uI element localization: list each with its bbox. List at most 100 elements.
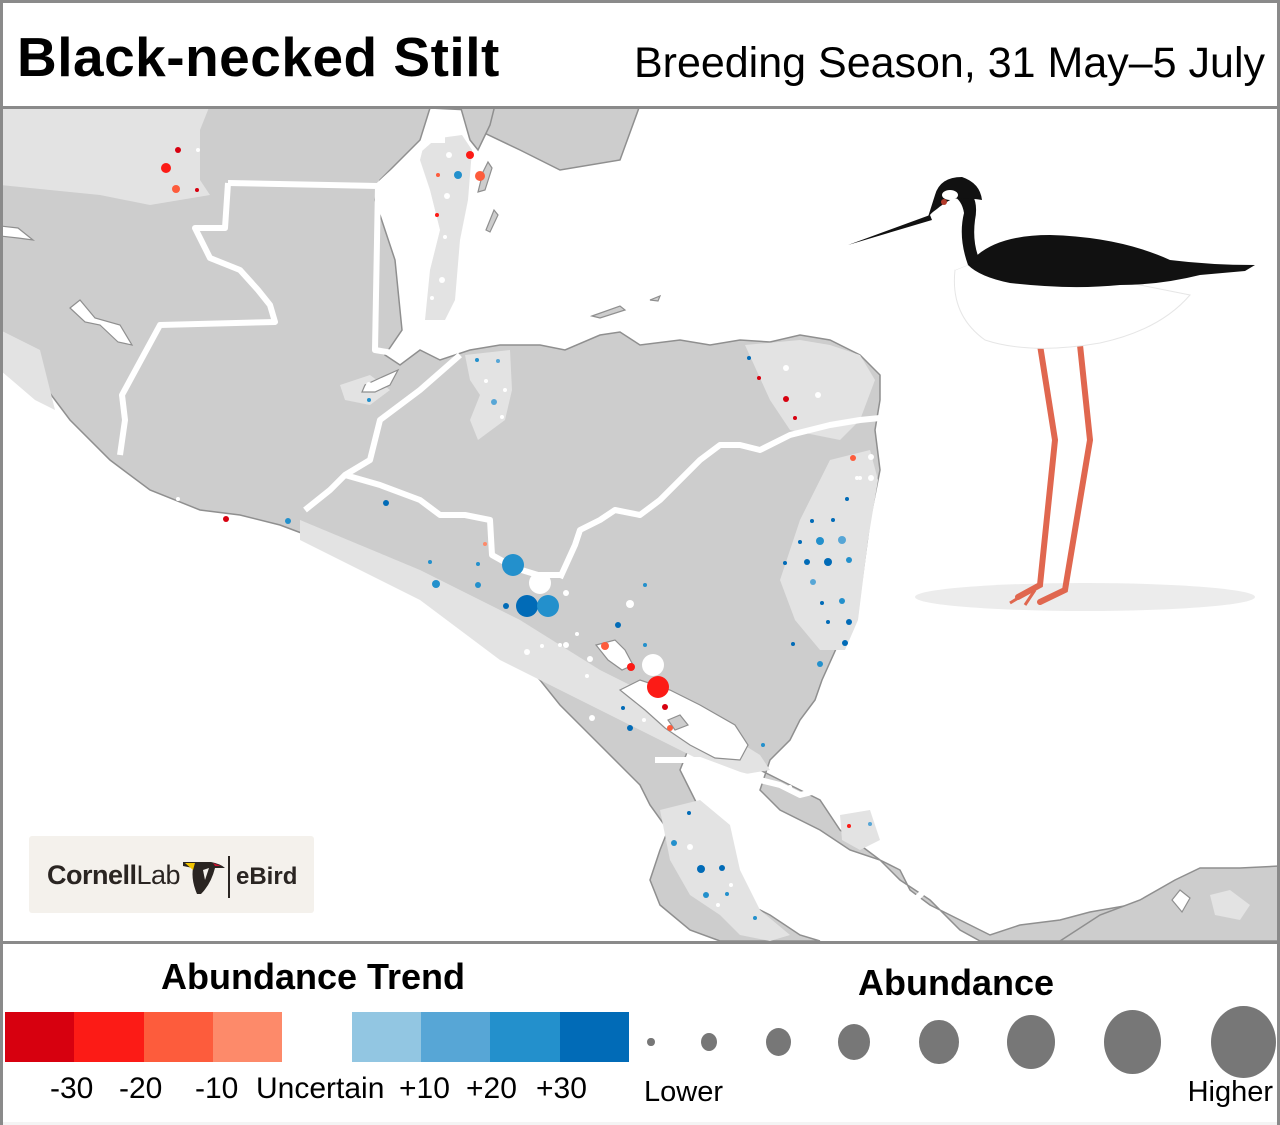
trend-point[interactable]: [810, 519, 814, 523]
uncertain-point[interactable]: [524, 649, 530, 655]
trend-point[interactable]: [537, 595, 559, 617]
uncertain-point[interactable]: [424, 193, 428, 197]
trend-point[interactable]: [432, 580, 440, 588]
trend-point[interactable]: [621, 706, 625, 710]
uncertain-point[interactable]: [868, 454, 874, 460]
trend-point[interactable]: [466, 151, 474, 159]
trend-point[interactable]: [435, 213, 439, 217]
uncertain-point[interactable]: [879, 420, 883, 424]
uncertain-point[interactable]: [858, 476, 862, 480]
trend-point[interactable]: [475, 582, 481, 588]
trend-point[interactable]: [804, 559, 810, 565]
trend-point[interactable]: [719, 865, 725, 871]
uncertain-point[interactable]: [558, 643, 562, 647]
trend-point[interactable]: [502, 554, 524, 576]
trend-point[interactable]: [824, 558, 832, 566]
trend-point[interactable]: [838, 536, 846, 544]
trend-point[interactable]: [783, 561, 787, 565]
uncertain-point[interactable]: [642, 718, 646, 722]
trend-point[interactable]: [195, 188, 199, 192]
trend-point[interactable]: [491, 399, 497, 405]
trend-point[interactable]: [662, 704, 668, 710]
uncertain-point[interactable]: [176, 497, 180, 501]
trend-point[interactable]: [643, 583, 647, 587]
uncertain-point[interactable]: [443, 235, 447, 239]
trend-point[interactable]: [810, 579, 816, 585]
trend-point[interactable]: [436, 173, 440, 177]
uncertain-point[interactable]: [687, 844, 693, 850]
uncertain-point[interactable]: [679, 701, 683, 705]
uncertain-point[interactable]: [575, 632, 579, 636]
trend-point[interactable]: [161, 163, 171, 173]
trend-point[interactable]: [601, 642, 609, 650]
trend-point[interactable]: [868, 822, 872, 826]
trend-point[interactable]: [687, 811, 691, 815]
trend-point[interactable]: [753, 916, 757, 920]
trend-point[interactable]: [223, 516, 229, 522]
trend-point[interactable]: [817, 661, 823, 667]
trend-point[interactable]: [847, 824, 851, 828]
trend-point[interactable]: [842, 640, 848, 646]
uncertain-point[interactable]: [729, 883, 733, 887]
trend-point[interactable]: [627, 725, 633, 731]
trend-point[interactable]: [496, 359, 500, 363]
trend-point[interactable]: [643, 643, 647, 647]
uncertain-point[interactable]: [680, 758, 684, 762]
uncertain-point[interactable]: [444, 193, 450, 199]
trend-point[interactable]: [483, 542, 487, 546]
uncertain-point[interactable]: [815, 392, 821, 398]
uncertain-point[interactable]: [838, 845, 842, 849]
uncertain-point[interactable]: [716, 903, 720, 907]
trend-point[interactable]: [615, 622, 621, 628]
uncertain-point[interactable]: [626, 600, 634, 608]
trend-point[interactable]: [475, 358, 479, 362]
trend-point[interactable]: [383, 500, 389, 506]
uncertain-point[interactable]: [529, 572, 551, 594]
trend-point[interactable]: [725, 892, 729, 896]
trend-point[interactable]: [367, 398, 371, 402]
trend-point[interactable]: [175, 147, 181, 153]
trend-point[interactable]: [757, 376, 761, 380]
trend-point[interactable]: [516, 595, 538, 617]
uncertain-point[interactable]: [868, 475, 874, 481]
uncertain-point[interactable]: [540, 644, 544, 648]
uncertain-point[interactable]: [1084, 806, 1088, 810]
uncertain-point[interactable]: [196, 148, 200, 152]
uncertain-point[interactable]: [563, 642, 569, 648]
trend-point[interactable]: [845, 497, 849, 501]
uncertain-point[interactable]: [563, 590, 569, 596]
trend-point[interactable]: [798, 540, 802, 544]
trend-point[interactable]: [831, 518, 835, 522]
trend-point[interactable]: [846, 557, 852, 563]
uncertain-point[interactable]: [439, 277, 445, 283]
cornell-lab-ebird-logo[interactable]: CornellLab eBird: [29, 836, 314, 913]
uncertain-point[interactable]: [585, 674, 589, 678]
trend-point[interactable]: [703, 892, 709, 898]
uncertain-point[interactable]: [503, 388, 507, 392]
trend-point[interactable]: [820, 601, 824, 605]
uncertain-point[interactable]: [366, 382, 372, 388]
trend-point[interactable]: [747, 356, 751, 360]
trend-point[interactable]: [791, 642, 795, 646]
trend-point[interactable]: [647, 676, 669, 698]
trend-point[interactable]: [826, 620, 830, 624]
uncertain-point[interactable]: [589, 715, 595, 721]
uncertain-point[interactable]: [587, 656, 593, 662]
trend-point[interactable]: [627, 663, 635, 671]
uncertain-point[interactable]: [484, 379, 488, 383]
trend-point[interactable]: [475, 171, 485, 181]
uncertain-point[interactable]: [642, 654, 664, 676]
trend-point[interactable]: [172, 185, 180, 193]
uncertain-point[interactable]: [706, 712, 712, 718]
trend-point[interactable]: [697, 865, 705, 873]
trend-point[interactable]: [428, 560, 432, 564]
uncertain-point[interactable]: [430, 296, 434, 300]
trend-point[interactable]: [667, 725, 673, 731]
uncertain-point[interactable]: [788, 785, 792, 789]
trend-point[interactable]: [285, 518, 291, 524]
trend-point[interactable]: [761, 743, 765, 747]
trend-point[interactable]: [503, 603, 509, 609]
trend-point[interactable]: [846, 619, 852, 625]
trend-point[interactable]: [671, 840, 677, 846]
trend-point[interactable]: [783, 396, 789, 402]
